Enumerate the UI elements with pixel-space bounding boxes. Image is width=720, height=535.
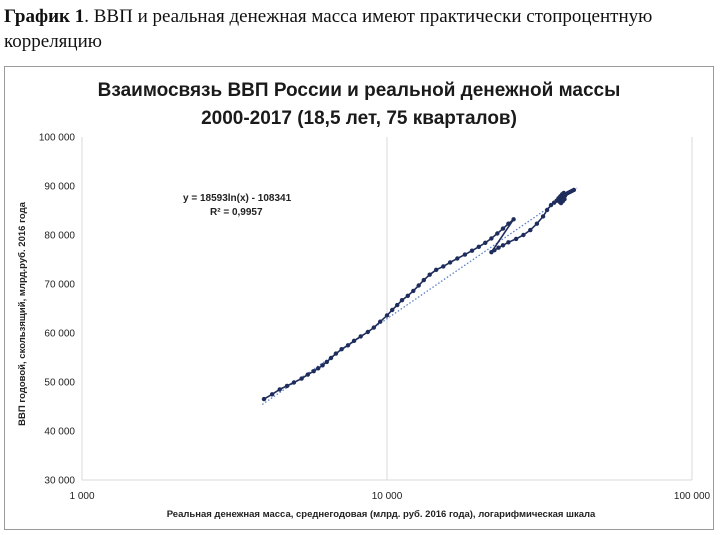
data-point <box>469 248 475 253</box>
figure-caption: График 1. ВВП и реальная денежная масса … <box>4 4 716 54</box>
data-point <box>455 256 460 261</box>
chart-title-line-2: 2000-2017 (18,5 лет, 75 кварталов) <box>201 108 517 129</box>
data-point <box>421 277 426 283</box>
data-point <box>483 240 488 245</box>
data-point <box>316 366 321 371</box>
trendline <box>261 187 578 406</box>
data-point <box>324 359 329 365</box>
data-point <box>399 298 405 303</box>
chart-title-line-1: Взаимосвязь ВВП России и реальной денежн… <box>98 80 621 101</box>
data-point <box>562 193 568 198</box>
y-axis-label: ВВП годовой, скользящий, млрд.руб. 2016 … <box>17 201 28 425</box>
data-point <box>371 325 376 330</box>
x-tick-label: 1 000 <box>69 491 94 502</box>
data-point <box>496 245 501 250</box>
x-axis-label: Реальная денежная масса, среднегодовая (… <box>167 509 596 520</box>
chart-frame: Взаимосвязь ВВП России и реальной денежн… <box>4 66 714 530</box>
data-point <box>500 243 506 248</box>
data-point <box>434 267 439 272</box>
data-point <box>378 319 383 324</box>
data-point <box>384 313 390 318</box>
y-tick-label: 90 000 <box>44 182 75 193</box>
data-point <box>405 293 410 298</box>
data-point <box>476 244 481 249</box>
data-point <box>311 369 316 374</box>
data-point <box>291 380 297 385</box>
y-tick-label: 60 000 <box>44 329 75 340</box>
x-tick-label: 100 000 <box>674 491 711 502</box>
x-tick-label: 10 000 <box>372 491 403 502</box>
data-point <box>489 236 494 241</box>
data-point <box>506 221 511 226</box>
data-point <box>495 231 500 236</box>
data-point <box>500 226 506 231</box>
trendline-r-squared: R² = 0,9957 <box>210 207 263 218</box>
data-point <box>492 248 497 253</box>
data-point <box>261 396 267 402</box>
data-point <box>305 372 310 377</box>
trendline-layer <box>261 187 578 406</box>
caption-label: График 1 <box>4 6 85 27</box>
data-point <box>511 217 516 222</box>
data-point <box>506 240 511 245</box>
data-point <box>365 329 370 335</box>
data-point <box>339 347 344 352</box>
data-point <box>345 343 351 348</box>
chart-svg: Взаимосвязь ВВП России и реальной денежн… <box>17 80 711 520</box>
data-point <box>351 338 357 343</box>
data-point <box>540 214 546 219</box>
data-point <box>521 232 526 238</box>
data-point <box>299 376 304 381</box>
series-layer <box>261 187 577 402</box>
y-tick-label: 30 000 <box>44 476 75 487</box>
data-point <box>395 302 400 308</box>
data-point <box>548 202 554 208</box>
data-point <box>416 283 421 288</box>
caption-text: . ВВП и реальная денежная масса имеют пр… <box>4 6 653 52</box>
data-point <box>277 387 282 392</box>
grid-layer <box>81 137 693 481</box>
data-point <box>571 187 577 193</box>
y-tick-label: 100 000 <box>39 133 76 144</box>
data-point <box>411 288 416 294</box>
data-point <box>358 334 363 339</box>
data-point <box>328 355 334 361</box>
data-point <box>390 307 395 313</box>
y-tick-label: 70 000 <box>44 280 75 291</box>
data-point <box>269 392 275 397</box>
data-point <box>427 272 432 277</box>
tick-label-layer: 1 000 10 000 100 000 30 000 40 000 50 000 60 0… <box>39 133 711 503</box>
data-point <box>513 236 519 242</box>
data-point <box>528 227 533 233</box>
data-point <box>462 252 468 257</box>
data-point <box>320 363 325 368</box>
data-point <box>544 207 550 213</box>
data-point <box>284 383 290 389</box>
data-point <box>441 264 446 269</box>
series-line-0 <box>263 189 575 400</box>
data-point <box>333 351 339 356</box>
data-point <box>447 260 453 265</box>
data-point <box>534 221 540 226</box>
trendline-equation: y = 18593ln(x) - 108341 <box>183 193 292 204</box>
y-tick-label: 50 000 <box>44 378 75 389</box>
y-tick-label: 40 000 <box>44 427 75 438</box>
y-tick-label: 80 000 <box>44 231 75 242</box>
data-point <box>562 197 567 202</box>
